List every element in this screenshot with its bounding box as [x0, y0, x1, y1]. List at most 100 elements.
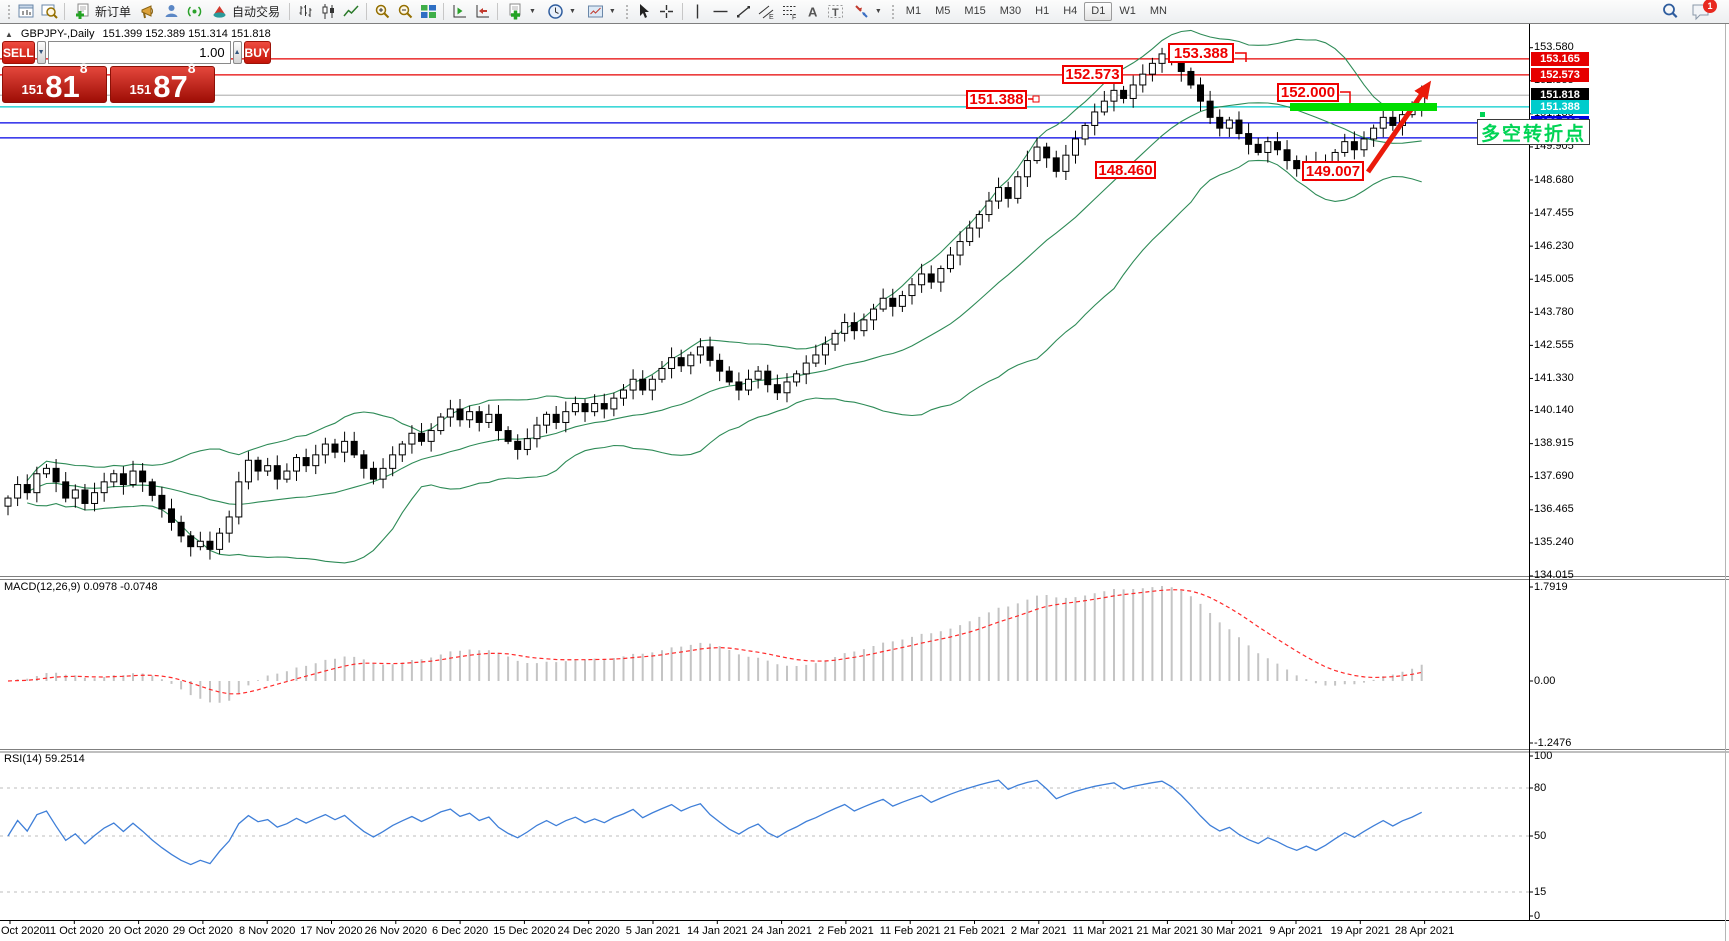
candle-body [908, 284, 916, 297]
autotrade-button[interactable]: 自动交易 [206, 2, 285, 22]
timeframe-mn[interactable]: MN [1149, 5, 1167, 17]
candle-body [1312, 161, 1320, 172]
fibonacci-icon[interactable]: F [779, 2, 801, 22]
candle-body [1245, 133, 1253, 145]
candlestick-icon[interactable] [317, 2, 339, 22]
timeframe-h4[interactable]: H4 [1063, 5, 1078, 17]
candle-body [1187, 70, 1195, 86]
text-icon[interactable]: A [802, 2, 824, 22]
new-window-icon[interactable] [15, 2, 37, 22]
candle-body [1100, 100, 1108, 113]
buy-price-display[interactable]: 151 87 8 [110, 61, 215, 103]
trendline-icon[interactable] [733, 2, 755, 22]
candle-body [456, 408, 464, 421]
shapes-dropdown[interactable]: ▼ [848, 2, 887, 22]
notifications-icon[interactable]: 1 [1691, 0, 1717, 21]
window-preview-icon[interactable] [38, 2, 60, 22]
candle-body [1283, 149, 1291, 162]
timeframe-w1[interactable]: W1 [1119, 5, 1136, 17]
profiles-clock-dropdown[interactable]: ▼ [542, 2, 581, 22]
community-icon[interactable] [160, 2, 182, 22]
candle-body [196, 540, 204, 548]
volume-increase-button[interactable]: ▲ [232, 41, 242, 64]
candle-body [716, 359, 724, 372]
timeframe-m30[interactable]: M30 [999, 5, 1022, 17]
buy-button[interactable]: BUY [243, 41, 271, 64]
crosshair-icon[interactable] [656, 2, 678, 22]
candle-body [350, 440, 358, 456]
toolbar-separator [366, 3, 368, 20]
timeframe-group: M1 M5 M15 M30 H1 H4 D1 W1 MN [899, 2, 1174, 21]
candle-body [110, 473, 118, 483]
new-order-button[interactable]: 新订单 [69, 2, 136, 22]
candle-body [745, 378, 753, 391]
candle-body [1206, 100, 1214, 118]
candle-body [629, 378, 637, 391]
megaphone-icon[interactable] [137, 2, 159, 22]
chevron-down-icon: ▼ [874, 8, 882, 15]
candle-body [360, 454, 368, 469]
candle-body [677, 357, 685, 367]
signals-icon[interactable] [183, 2, 205, 22]
toolbar-drag-handle[interactable] [624, 4, 629, 19]
candle-body [543, 413, 551, 426]
auto-scroll-icon[interactable] [448, 2, 470, 22]
chart-shift-icon[interactable] [471, 2, 493, 22]
candle-body [658, 367, 666, 380]
timeframe-m5[interactable]: M5 [935, 5, 951, 17]
bollinger-middle-band [26, 102, 1422, 506]
bullish-trend-arrow[interactable] [1365, 80, 1432, 174]
timeframe-m1[interactable]: M1 [905, 5, 922, 17]
volume-input[interactable] [47, 41, 231, 64]
search-icon[interactable] [1659, 2, 1681, 22]
candle-body [100, 481, 108, 494]
line-chart-icon[interactable] [340, 2, 362, 22]
timeframe-d1[interactable]: D1 [1084, 2, 1113, 21]
tile-windows-icon[interactable] [417, 2, 439, 22]
candle-body [927, 273, 935, 283]
candle-body [81, 489, 89, 504]
candle-body [264, 465, 272, 472]
new-chart-dropdown[interactable]: ▼ [502, 2, 541, 22]
toolbar-drag-handle[interactable] [7, 4, 11, 19]
candle-body [1302, 161, 1310, 170]
candle-body [331, 443, 339, 453]
cursor-icon[interactable] [633, 2, 655, 22]
candle-body [427, 430, 435, 442]
candle-body [668, 357, 676, 369]
bar-chart-icon[interactable] [294, 2, 316, 22]
template-dropdown[interactable]: ▼ [582, 2, 621, 22]
candle-body [1091, 111, 1099, 126]
sell-button[interactable]: SELL [2, 41, 35, 64]
candle-body [1293, 160, 1301, 170]
zoom-out-icon[interactable] [394, 2, 416, 22]
candle-body [398, 443, 406, 456]
zoom-in-icon[interactable] [371, 2, 393, 22]
candle-body [879, 297, 887, 310]
volume-decrease-button[interactable]: ▼ [36, 41, 46, 64]
timeframe-m15[interactable]: M15 [964, 5, 986, 17]
candle-body [1350, 141, 1358, 151]
bar-ohlc-values: 151.399 152.389 151.314 151.818 [102, 28, 271, 40]
toolbar-separator [681, 3, 683, 20]
candle-body [754, 370, 762, 380]
candle-body [1014, 176, 1022, 199]
candle-body [273, 465, 281, 480]
timeframe-h1[interactable]: H1 [1035, 5, 1050, 17]
svg-text:F: F [792, 15, 796, 21]
horizontal-line-icon[interactable] [710, 2, 732, 22]
autotrade-label: 自动交易 [232, 5, 281, 19]
vertical-line-icon[interactable] [687, 2, 709, 22]
toolbar-drag-handle[interactable] [890, 4, 895, 19]
text-label-icon[interactable]: T [825, 2, 847, 22]
collapse-panel-icon[interactable]: ▲ [5, 29, 13, 39]
candle-body [1052, 157, 1060, 172]
candle-body [995, 187, 1003, 202]
candle-body [312, 454, 320, 467]
candle-body [706, 346, 714, 361]
channel-icon[interactable]: E [756, 2, 778, 22]
candle-body [216, 532, 224, 550]
candle-body [610, 397, 618, 410]
sell-price-display[interactable]: 151 81 8 [2, 61, 107, 103]
